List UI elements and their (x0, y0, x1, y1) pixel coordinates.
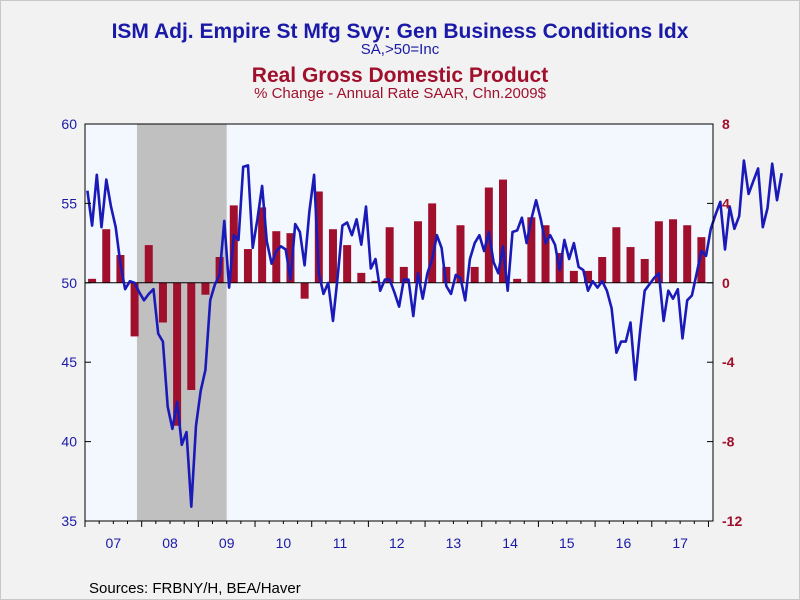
left-axis-label: 50 (61, 275, 77, 291)
gdp-bar (187, 282, 196, 390)
left-axis-label: 45 (61, 354, 77, 370)
gdp-bar (173, 282, 182, 426)
x-axis-label: 10 (276, 535, 292, 551)
gdp-bar (584, 270, 593, 283)
empire-index-line (86, 159, 783, 509)
gdp-bar (697, 237, 706, 283)
gdp-bar (541, 225, 550, 283)
x-axis-label: 09 (219, 535, 235, 551)
chart-title-secondary: Real Gross Domestic Product (251, 64, 549, 87)
x-axis-label: 08 (162, 535, 178, 551)
gdp-bar (527, 217, 536, 283)
gdp-bar (612, 227, 621, 283)
chart-title-primary: ISM Adj. Empire St Mfg Svy: Gen Business… (111, 20, 689, 43)
gdp-bar (626, 247, 635, 283)
chart-subtitle-secondary: % Change - Annual Rate SAAR, Chn.2009$ (254, 85, 546, 102)
gdp-bar (513, 278, 522, 283)
gdp-bar (640, 258, 649, 283)
gdp-bar (343, 245, 352, 283)
right-axis-label: 4 (722, 195, 730, 211)
gdp-bar (144, 245, 153, 283)
recession-band (136, 124, 227, 521)
gdp-bar (428, 203, 437, 283)
right-axis-label: -12 (722, 513, 742, 529)
gdp-bar (130, 282, 139, 337)
x-axis-label: 16 (616, 535, 632, 551)
gdp-bar (669, 219, 678, 283)
gdp-bar (413, 221, 422, 283)
gdp-bar (683, 225, 692, 283)
gdp-bar (399, 266, 408, 283)
gdp-bar (598, 256, 607, 283)
x-axis-label: 11 (333, 535, 348, 551)
right-axis-label: 8 (722, 116, 730, 132)
gdp-bar (357, 272, 366, 283)
gdp-bar (569, 270, 578, 283)
right-axis-label: 0 (722, 275, 730, 291)
left-axis-label: 55 (61, 195, 77, 211)
chart-subtitle-primary: SA,>50=Inc (360, 41, 440, 58)
left-axis-label: 60 (61, 116, 77, 132)
gdp-bar (258, 207, 267, 283)
gdp-bar (654, 221, 663, 283)
gdp-bar (88, 278, 97, 283)
gdp-bar (158, 282, 167, 323)
gdp-bar (385, 227, 394, 283)
chart-source: Sources: FRBNY/H, BEA/Haver (89, 580, 301, 597)
gdp-bar (328, 229, 337, 283)
gdp-bar (456, 225, 465, 283)
left-axis-label: 35 (61, 513, 77, 529)
x-axis-label: 12 (389, 535, 405, 551)
gdp-bar (371, 280, 380, 283)
left-axis-label: 40 (61, 434, 77, 450)
gdp-bar (314, 191, 323, 283)
plot-border (84, 123, 714, 522)
x-axis-label: 17 (672, 535, 688, 551)
gdp-bar (442, 266, 451, 283)
gdp-bar (300, 282, 309, 299)
gdp-bar (286, 233, 295, 283)
x-axis-label: 07 (106, 535, 122, 551)
x-axis-label: 14 (502, 535, 518, 551)
gdp-bar (499, 179, 508, 283)
gdp-bar (102, 229, 111, 283)
gdp-bar (243, 249, 252, 283)
gdp-bar (470, 266, 479, 283)
right-axis-label: -8 (722, 434, 735, 450)
x-axis-label: 13 (446, 535, 462, 551)
gdp-bar (272, 231, 281, 283)
x-axis-label: 15 (559, 535, 575, 551)
gdp-bar (201, 282, 210, 295)
right-axis-label: -4 (722, 354, 735, 370)
